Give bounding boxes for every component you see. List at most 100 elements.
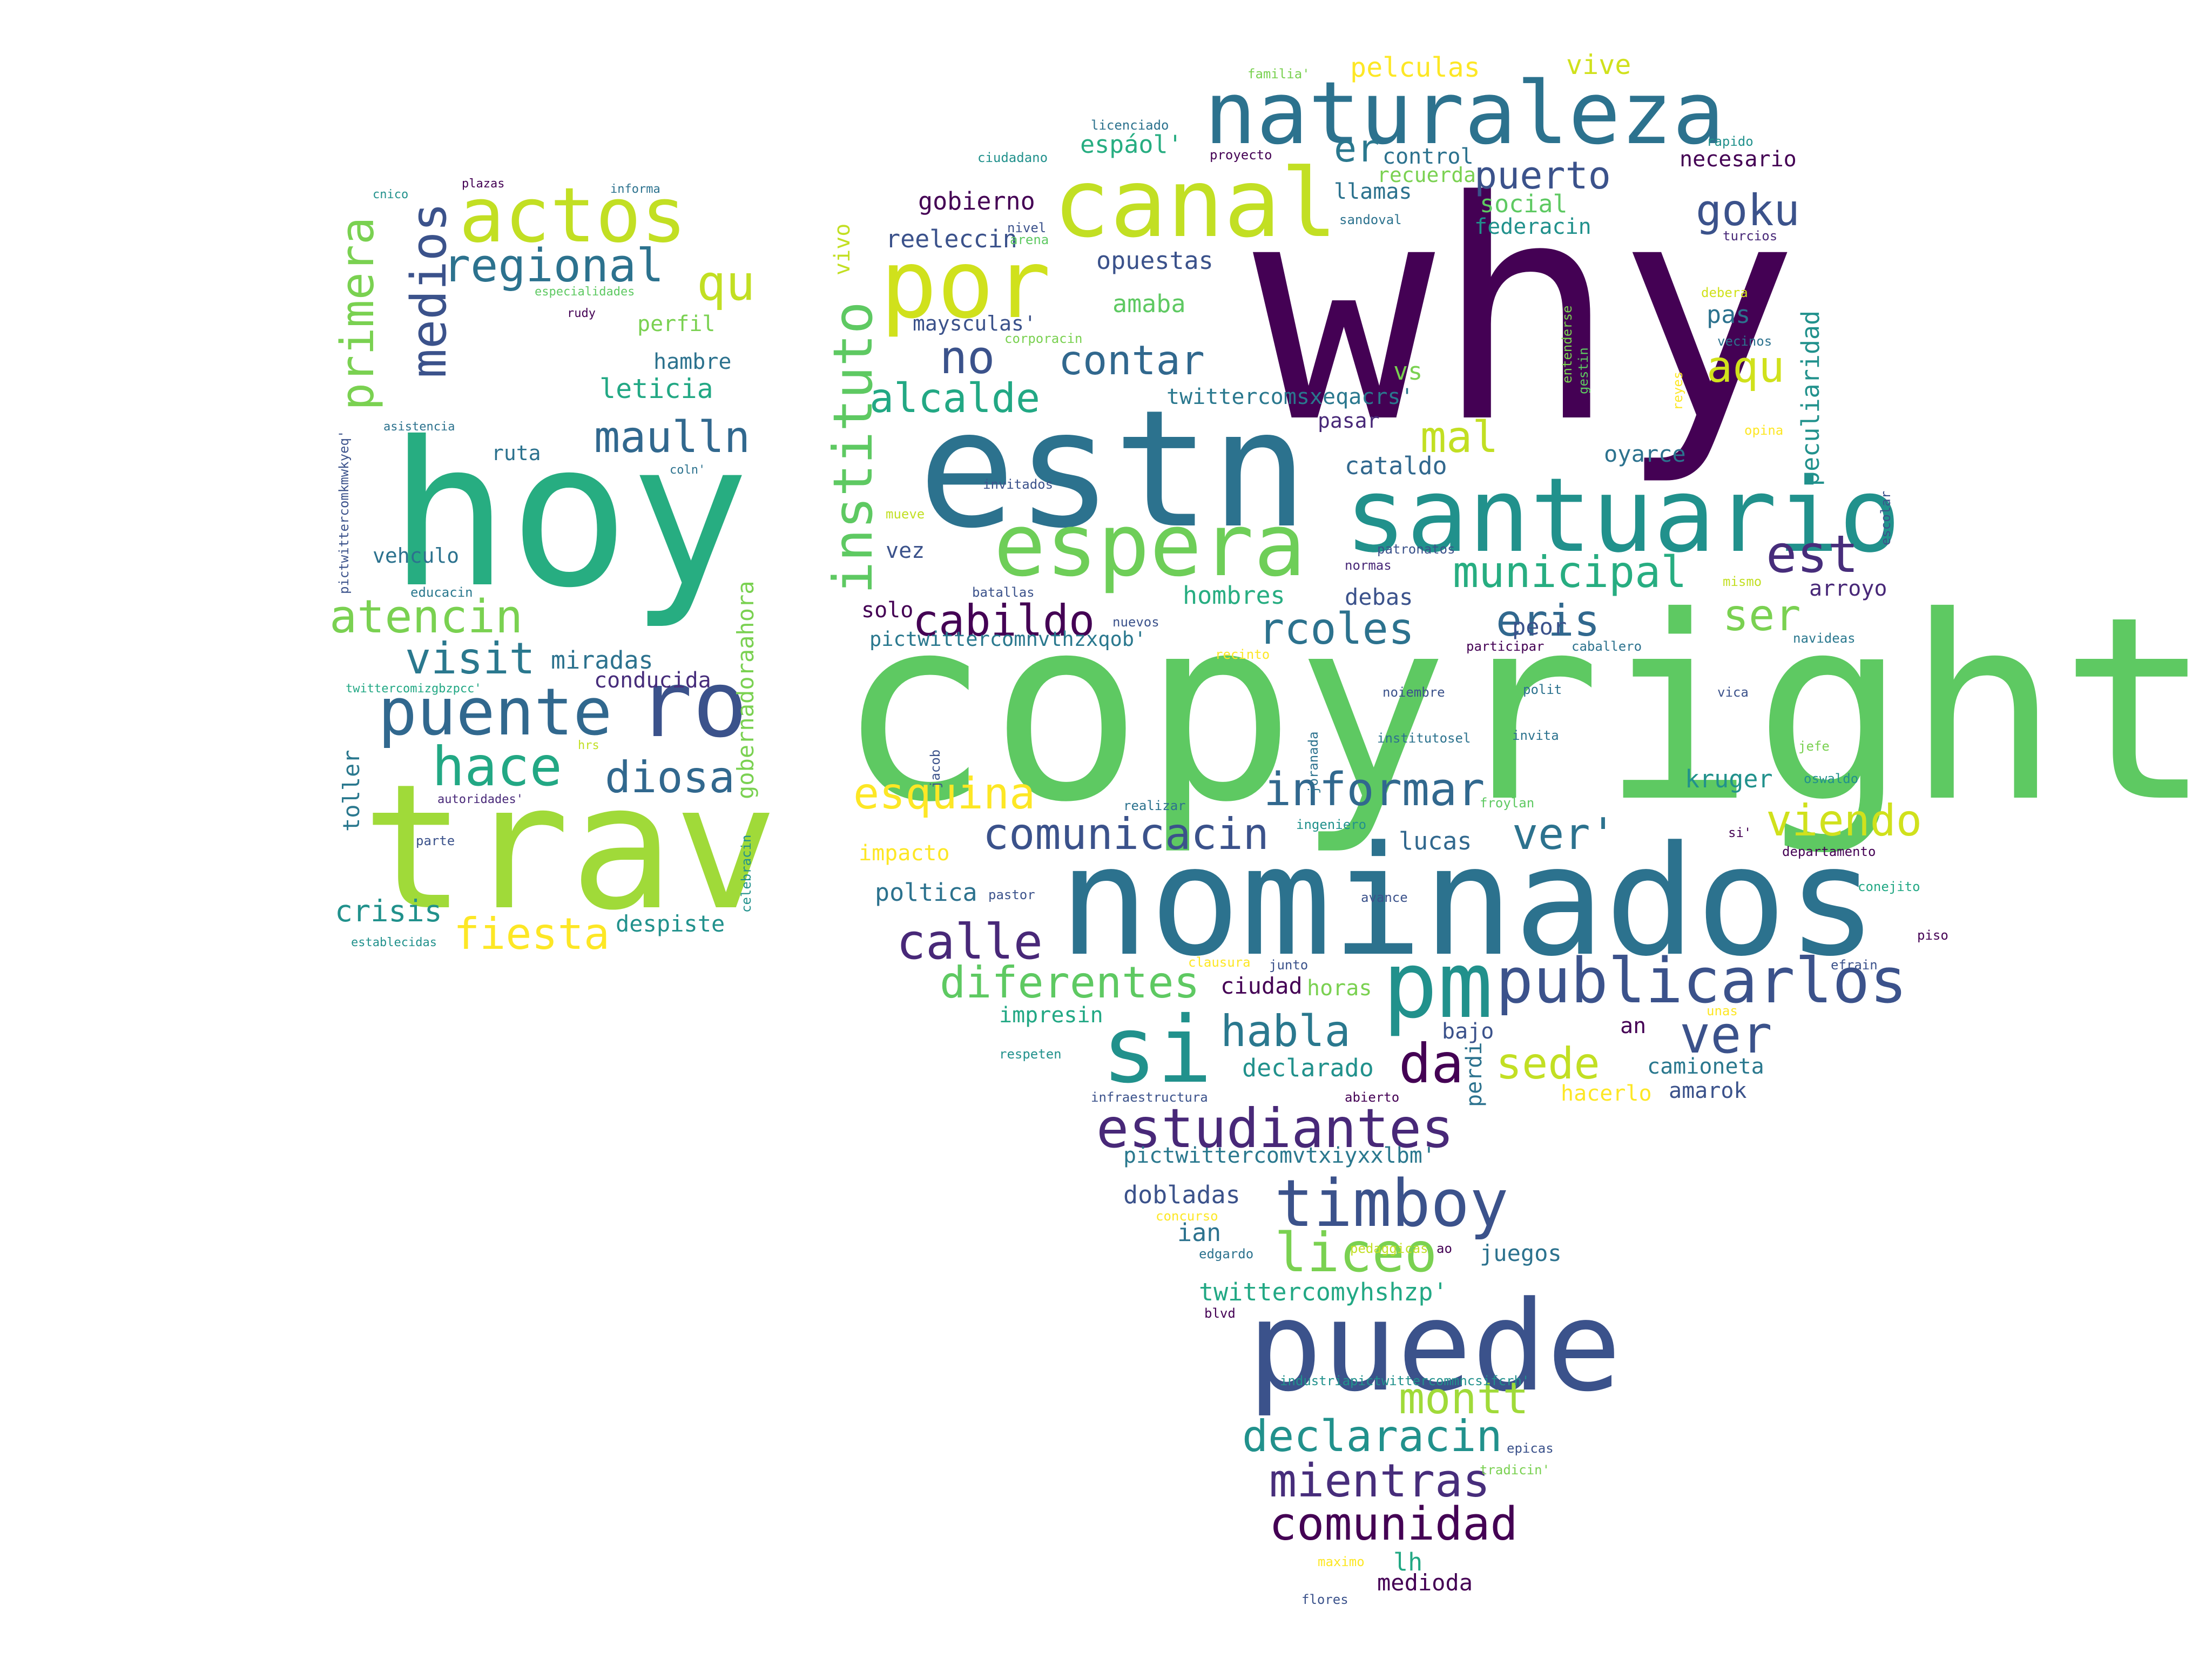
- word: rcoles: [1258, 604, 1414, 654]
- word: arroyo: [1809, 576, 1887, 601]
- word: comunicacin: [983, 809, 1269, 859]
- word: diferentes: [940, 957, 1200, 1008]
- word: visit: [405, 633, 535, 684]
- word: invitados: [983, 477, 1054, 492]
- word: reyes: [1670, 371, 1685, 410]
- word: copyright: [837, 562, 2212, 858]
- word: jefe: [1798, 739, 1830, 754]
- word: primera: [331, 217, 385, 410]
- word: debas: [1345, 584, 1413, 610]
- word: parte: [416, 833, 455, 848]
- word: informa: [610, 183, 660, 196]
- word: twittercomyhshzp': [1199, 1278, 1448, 1306]
- word: actos: [459, 172, 687, 260]
- word: social: [1480, 190, 1568, 218]
- word: hacerlo: [1561, 1081, 1652, 1106]
- word: institutosel: [1377, 731, 1471, 746]
- word: control: [1382, 144, 1474, 169]
- word: celebracin: [739, 834, 754, 913]
- word: ingeniero: [1296, 817, 1367, 832]
- word: si': [1728, 825, 1752, 840]
- word: canal: [1053, 149, 1338, 259]
- word: declarado: [1242, 1054, 1374, 1082]
- word: vive: [1566, 49, 1631, 80]
- word: junto: [1269, 957, 1309, 973]
- word: timboy: [1274, 1166, 1509, 1242]
- word: crisis: [335, 894, 442, 928]
- word: familia': [1247, 66, 1310, 82]
- word: ciudad: [1220, 973, 1303, 999]
- word: ciudadano: [977, 150, 1048, 165]
- word: pastor: [988, 887, 1035, 902]
- word: horas: [1307, 976, 1372, 1001]
- word: llamas: [1334, 179, 1412, 204]
- word: gobierno: [918, 187, 1035, 215]
- word: avance: [1361, 890, 1408, 905]
- word: industriapictwittercommncsifcrh': [1280, 1373, 1530, 1388]
- word: puerto: [1474, 153, 1611, 198]
- word: concurso: [1156, 1209, 1218, 1224]
- word: perfil: [637, 312, 716, 336]
- word: piso: [1917, 928, 1948, 943]
- word: ver: [1680, 1006, 1772, 1065]
- word: kruger: [1685, 765, 1773, 793]
- word: participar: [1466, 639, 1545, 654]
- word: trav: [362, 747, 778, 948]
- word: tradicin': [1480, 1462, 1550, 1478]
- word: hombres: [1183, 581, 1285, 610]
- word: autoridades': [437, 793, 523, 806]
- word: perdi: [1462, 1042, 1487, 1107]
- word: diosa: [605, 752, 735, 802]
- word: despiste: [616, 911, 725, 937]
- word: medioda: [1377, 1569, 1473, 1596]
- word: cabildo: [913, 596, 1095, 646]
- word: efrain: [1831, 957, 1878, 973]
- word: est: [1766, 525, 1859, 584]
- word: hambre: [653, 349, 732, 374]
- word: entenderse: [1560, 305, 1575, 384]
- word: estn: [918, 375, 1309, 564]
- word: debera: [1701, 285, 1748, 300]
- word: escolar: [1878, 490, 1893, 545]
- word: naturaleza: [1204, 63, 1725, 164]
- word: puente: [378, 675, 612, 750]
- word: rudy: [567, 307, 596, 320]
- word: espáol': [1080, 130, 1183, 159]
- word: qu: [697, 255, 756, 312]
- word: amarok: [1669, 1078, 1747, 1103]
- word: hace: [432, 735, 562, 798]
- word: leticia: [599, 373, 713, 404]
- word: santuario: [1345, 456, 1901, 575]
- word: miradas: [551, 646, 653, 675]
- word: caballero: [1572, 639, 1642, 654]
- word: recinto: [1215, 647, 1270, 662]
- word: bajo: [1442, 1019, 1494, 1044]
- word: turcios: [1723, 228, 1778, 244]
- word: declaracin: [1242, 1411, 1502, 1461]
- word: recuerda: [1377, 163, 1476, 187]
- word: licenciado: [1091, 118, 1169, 133]
- word: an: [1620, 1014, 1647, 1038]
- word: medios: [401, 202, 457, 378]
- word: ver': [1512, 809, 1616, 859]
- word: jacob: [928, 749, 943, 788]
- word: sandoval: [1339, 212, 1402, 227]
- word: proyecto: [1210, 147, 1272, 163]
- word: aqu: [1707, 342, 1785, 392]
- word: juegos: [1480, 1240, 1562, 1266]
- word: gestin: [1576, 347, 1591, 394]
- word: conejito: [1858, 879, 1920, 894]
- word: camioneta: [1647, 1054, 1764, 1079]
- word: joranada: [1306, 731, 1321, 794]
- word: pas: [1707, 300, 1751, 329]
- word: oswaldo: [1804, 771, 1859, 786]
- word: necesario: [1680, 147, 1797, 172]
- word: vivo: [830, 223, 855, 275]
- word: polit: [1523, 682, 1562, 697]
- word: infraestructura: [1091, 1090, 1208, 1105]
- word: alcalde: [869, 374, 1041, 422]
- word: educacin: [410, 585, 473, 600]
- word: vica: [1717, 685, 1749, 700]
- word: da: [1399, 1032, 1464, 1095]
